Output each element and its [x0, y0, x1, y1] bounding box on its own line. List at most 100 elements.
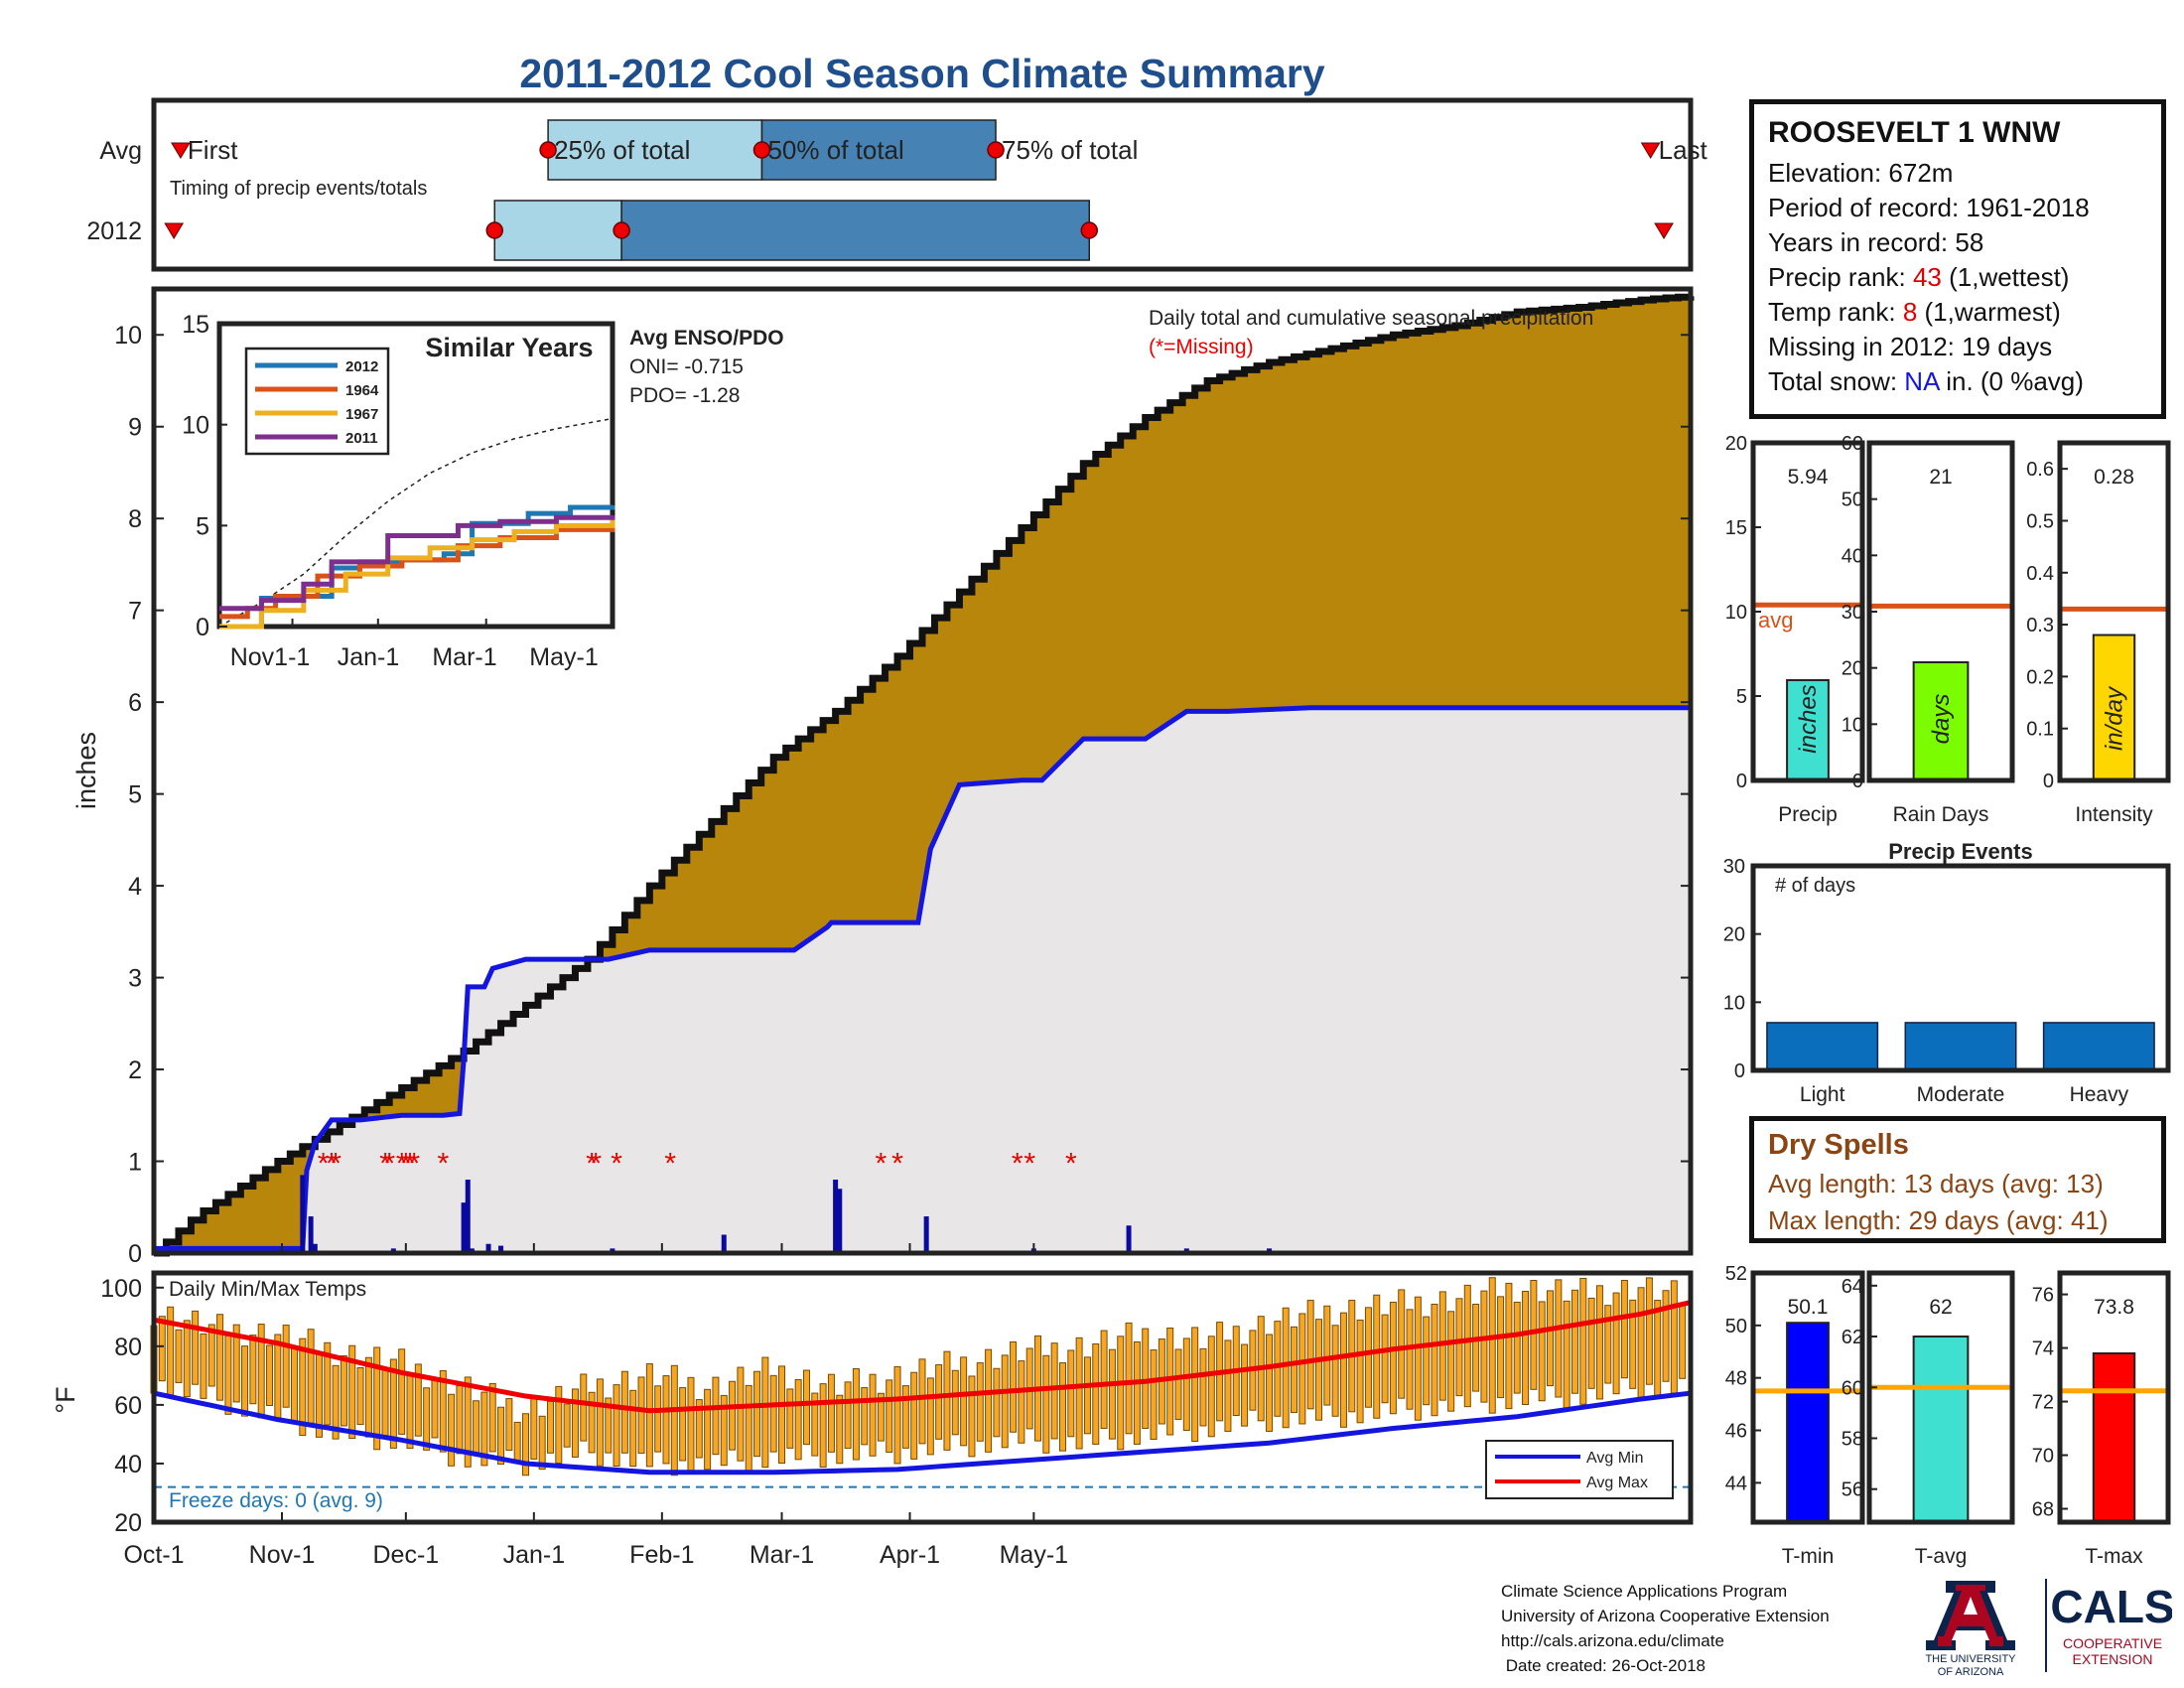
temp-rank-prefix: Temp rank:	[1768, 297, 1903, 327]
temp-range-bar	[1306, 1300, 1314, 1410]
main-ytick-label: 10	[114, 322, 142, 350]
missing-day-marker: *	[318, 1148, 330, 1181]
temp-range-bar	[274, 1334, 282, 1421]
pdo-label: PDO= -1.28	[629, 384, 740, 407]
precip-events-panel: Light Moderate Heavy 0 10 20 30 Precip Events # …	[1723, 839, 2171, 1106]
temp-range-bar	[192, 1310, 200, 1385]
summary-bar-panels: 0 5 10 15 20 5.94 Precip inches avg 0 10 20 30 40 50 60…	[1725, 433, 2171, 826]
bar_precip-unit-label: inches	[1795, 684, 1822, 753]
page-title: 2011-2012 Cool Season Climate Summary	[519, 51, 1324, 96]
bar_raindays-category-label: Rain Days	[1893, 803, 1989, 826]
temp-range-bar	[1274, 1321, 1282, 1417]
temp-range-bar	[431, 1378, 439, 1439]
temp-range-bar	[1133, 1340, 1141, 1445]
daily-precip-bar	[837, 1189, 843, 1253]
bar_precip-ytick-label: 5	[1736, 686, 1747, 708]
temp_bar_avg-bar	[1912, 1336, 1970, 1524]
temp-range-bar	[266, 1344, 274, 1406]
temp-range-bar	[596, 1378, 604, 1467]
timing-box-lower	[547, 119, 763, 181]
events-category-label: Moderate	[1917, 1083, 2005, 1106]
temp-range-bar	[943, 1350, 951, 1451]
missing-day-marker: *	[408, 1148, 420, 1181]
temp-range-bar	[1455, 1298, 1463, 1397]
timing-percentile-marker	[485, 221, 504, 239]
temp_bar_max-frame	[2057, 1270, 2171, 1525]
temp_bar_max-category-label: T-max	[2085, 1545, 2143, 1568]
temp-range-bar	[1547, 1290, 1555, 1387]
temps-xtick-label: Nov-1	[249, 1541, 316, 1569]
events-ytick-label: 10	[1723, 992, 1745, 1014]
temp-range-bar	[1356, 1319, 1364, 1424]
missing-day-marker: *	[1012, 1148, 1024, 1181]
missing-day-marker: *	[586, 1148, 598, 1181]
temp-range-bar	[745, 1384, 752, 1473]
bar_precip-bar	[1786, 679, 1830, 782]
temp-range-bar	[613, 1384, 620, 1468]
temp-range-bar	[497, 1406, 505, 1466]
temps-ytick-label: 40	[114, 1451, 142, 1478]
similar-xtick-label: May-1	[529, 643, 598, 671]
temp-range-bar	[729, 1380, 737, 1451]
temp-range-bar	[1480, 1290, 1488, 1403]
bar_intensity-ytick-label: 0	[2043, 771, 2054, 792]
temp-range-bar	[720, 1394, 728, 1467]
temp-range-bar	[1538, 1301, 1546, 1402]
similar-xtick-label: Mar-1	[432, 643, 496, 671]
main-ytick-label: 9	[128, 414, 142, 442]
temp-range-bar	[307, 1329, 315, 1424]
main-ytick-label: 1	[128, 1149, 142, 1177]
temp-range-bar	[877, 1392, 885, 1442]
temps-xtick-label: Apr-1	[880, 1541, 940, 1569]
temp-range-bar	[522, 1413, 530, 1477]
cals-sub1: COOPERATIVE	[2063, 1635, 2162, 1651]
temp_bar_avg-ytick-label: 58	[1842, 1428, 1863, 1450]
temps-xtick-label: Dec-1	[372, 1541, 439, 1569]
daily-precip-bar	[300, 1175, 306, 1253]
bar_intensity-ytick-label: 0.5	[2026, 510, 2054, 532]
timing-percentile-marker	[539, 141, 557, 159]
bar_raindays-ytick-label: 60	[1842, 433, 1863, 455]
temp-range-bar	[1373, 1294, 1381, 1419]
events-category-label: Heavy	[2070, 1083, 2129, 1106]
events-frame	[1750, 863, 2171, 1073]
oni-label: ONI= -0.715	[629, 355, 744, 378]
missing-day-marker: *	[876, 1148, 887, 1181]
temp_bar_max-ytick-label: 76	[2032, 1285, 2054, 1307]
temp-range-bar	[737, 1366, 745, 1462]
temp-range-bar	[1570, 1289, 1578, 1394]
footer-line-program: Climate Science Applications Program	[1501, 1582, 1788, 1601]
years-label: Years in record: 58	[1768, 227, 1984, 257]
temp-range-bar	[448, 1393, 456, 1467]
main-ytick-label: 3	[128, 965, 142, 993]
timing-p50-label: 50% of total	[767, 135, 903, 165]
temp-range-bar	[836, 1394, 844, 1465]
main-ytick-label: 5	[128, 781, 142, 809]
temps-ytick-label: 80	[114, 1334, 142, 1361]
temp-range-bar	[1414, 1296, 1422, 1421]
missing-day-marker: *	[396, 1148, 408, 1181]
temp-range-bar	[844, 1381, 852, 1450]
temp-range-bar	[290, 1347, 298, 1422]
temp-range-bar	[1563, 1300, 1570, 1409]
temp-range-bar	[1150, 1349, 1158, 1441]
timing-percentile-marker	[1080, 221, 1099, 239]
dry-avg-length: Avg length: 13 days (avg: 13)	[1768, 1169, 2104, 1198]
events-ytick-label: 30	[1723, 856, 1745, 878]
legend-avg-min-label: Avg Min	[1586, 1450, 1644, 1467]
daily-precip-bar	[465, 1180, 471, 1253]
temp-range-bar	[1142, 1328, 1150, 1430]
temp-range-bar	[662, 1375, 670, 1465]
temp-range-bar	[985, 1348, 993, 1453]
temp-range-bar	[645, 1363, 653, 1468]
bar_raindays-ytick-label: 20	[1842, 658, 1863, 680]
timing-row-label: Avg	[99, 137, 142, 165]
temp-range-bar	[555, 1385, 563, 1465]
timing-first-last-marker	[171, 142, 191, 159]
temp-range-bar	[381, 1368, 389, 1437]
observed-cumulative-line	[154, 705, 1691, 1251]
timing-percentile-marker	[613, 221, 630, 239]
temp-range-bar	[1629, 1299, 1637, 1389]
daily-precip-bar	[1126, 1225, 1132, 1253]
temp_bar_min-value-label: 50.1	[1788, 1296, 1829, 1319]
